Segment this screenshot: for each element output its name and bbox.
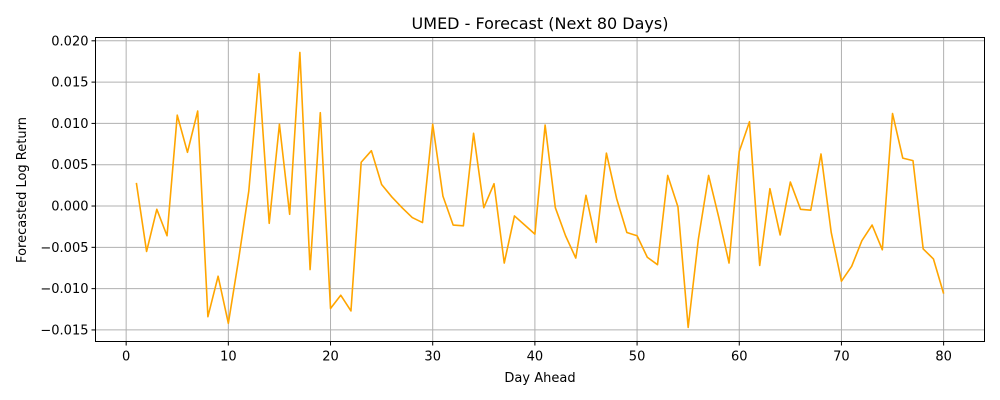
plot-frame xyxy=(95,37,985,342)
y-tick-label: 0.010 xyxy=(51,117,88,132)
x-tick-label: 30 xyxy=(424,350,441,365)
y-tick-label: −0.015 xyxy=(40,323,88,338)
x-tick-label: 20 xyxy=(322,350,339,365)
x-tick-label: 80 xyxy=(935,350,952,365)
x-tick-label: 60 xyxy=(731,350,748,365)
y-tick-label: 0.000 xyxy=(51,200,88,215)
y-axis-label: Forecasted Log Return xyxy=(15,117,30,263)
y-tick-label: 0.020 xyxy=(51,34,88,49)
y-tick-label: 0.015 xyxy=(51,76,88,91)
x-tick-label: 40 xyxy=(527,350,544,365)
grid-layer xyxy=(95,37,985,342)
x-axis-label: Day Ahead xyxy=(504,371,575,386)
x-tick-label: 50 xyxy=(629,350,646,365)
line-layer xyxy=(135,51,945,329)
y-tick-label: 0.005 xyxy=(51,158,88,173)
x-tick-label: 70 xyxy=(833,350,850,365)
tick-layer: 0 10 20 30 40 50 60 70 80 −0.015 −0.010 −0.005 0.000… xyxy=(40,34,952,364)
x-tick-label: 0 xyxy=(122,350,130,365)
y-tick-label: −0.010 xyxy=(40,282,88,297)
forecast-series-line xyxy=(135,51,945,329)
x-tick-label: 10 xyxy=(220,350,237,365)
y-tick-label: −0.005 xyxy=(40,241,88,256)
chart-title: UMED - Forecast (Next 80 Days) xyxy=(412,14,669,33)
